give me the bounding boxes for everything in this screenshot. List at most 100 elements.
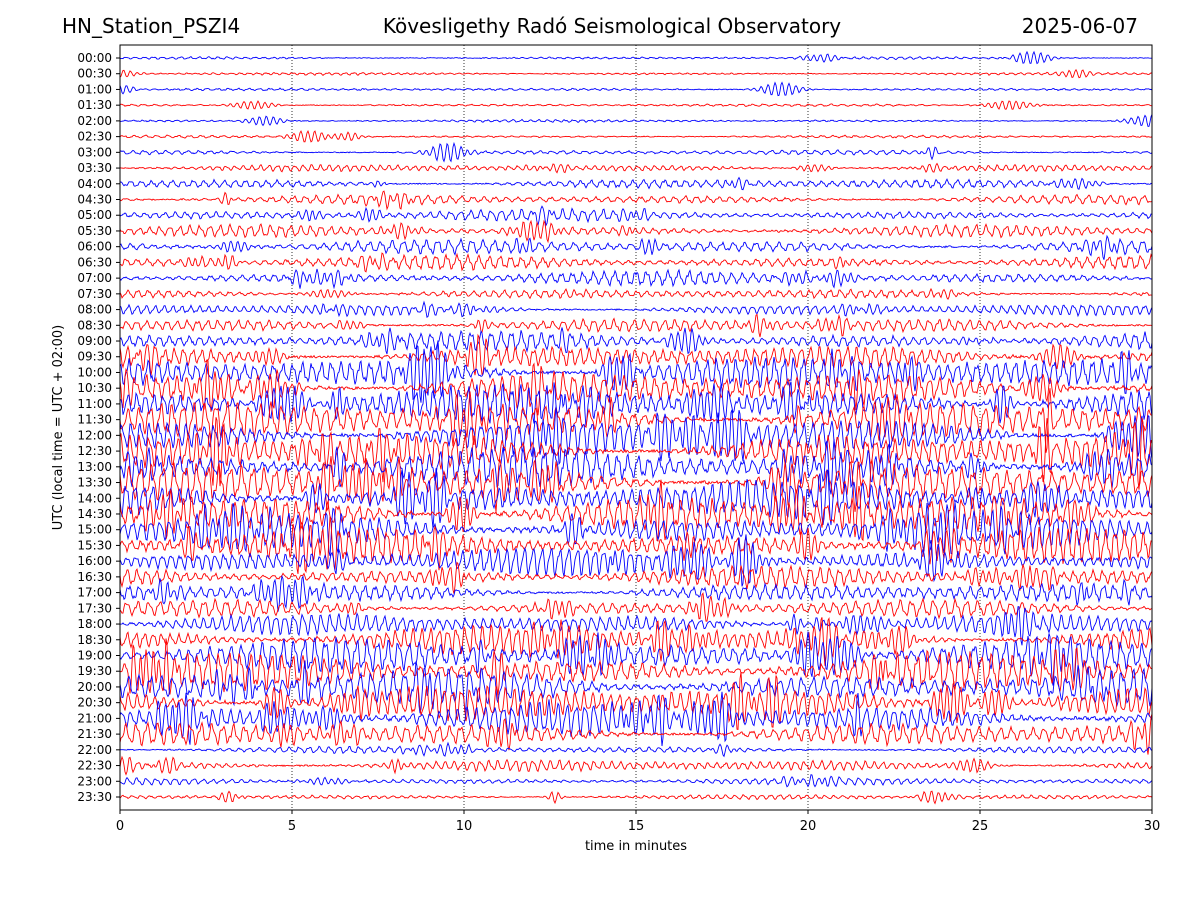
y-tick-label: 11:30 bbox=[77, 413, 112, 427]
trace-0730 bbox=[119, 287, 1153, 301]
trace-1430 bbox=[119, 479, 1153, 542]
trace-1500 bbox=[119, 502, 1153, 557]
y-tick-label: 20:00 bbox=[77, 680, 112, 694]
y-tick-label: 07:30 bbox=[77, 287, 112, 301]
trace-2330 bbox=[119, 790, 1153, 805]
y-tick-label: 22:00 bbox=[77, 743, 112, 757]
trace-0800 bbox=[119, 300, 1153, 319]
trace-0830 bbox=[119, 313, 1153, 338]
trace-0430 bbox=[119, 190, 1153, 211]
trace-1200 bbox=[119, 406, 1153, 466]
y-tick-label: 12:00 bbox=[77, 428, 112, 442]
y-tick-label: 20:30 bbox=[77, 696, 112, 710]
y-tick-label: 13:00 bbox=[77, 460, 112, 474]
trace-2000 bbox=[119, 660, 1153, 714]
y-tick-label: 13:30 bbox=[77, 476, 112, 490]
trace-1800 bbox=[119, 606, 1153, 646]
x-tick-label: 5 bbox=[288, 819, 296, 834]
y-tick-label: 09:00 bbox=[77, 334, 112, 348]
y-axis-label: UTC (local time = UTC + 02:00) bbox=[51, 325, 66, 530]
date-title: 2025-06-07 bbox=[1021, 14, 1138, 38]
trace-1300 bbox=[119, 438, 1153, 495]
trace-2100 bbox=[119, 691, 1153, 747]
trace-1030 bbox=[119, 359, 1153, 416]
x-tick-label: 10 bbox=[456, 819, 473, 834]
y-tick-label: 09:30 bbox=[77, 350, 112, 364]
y-tick-label: 10:30 bbox=[77, 381, 112, 395]
y-tick-label: 15:00 bbox=[77, 523, 112, 537]
trace-1730 bbox=[119, 592, 1153, 622]
y-tick-label: 22:30 bbox=[77, 759, 112, 773]
y-tick-label: 05:30 bbox=[77, 224, 112, 238]
trace-0500 bbox=[119, 205, 1153, 227]
trace-1130 bbox=[119, 388, 1153, 453]
y-tick-label: 00:30 bbox=[77, 67, 112, 81]
y-tick-label: 12:30 bbox=[77, 444, 112, 458]
trace-1600 bbox=[119, 534, 1153, 587]
x-tick-label: 25 bbox=[972, 819, 989, 834]
trace-2130 bbox=[119, 713, 1153, 755]
y-tick-label: 10:00 bbox=[77, 365, 112, 379]
trace-1330 bbox=[119, 456, 1153, 512]
y-tick-label: 17:00 bbox=[77, 586, 112, 600]
x-tick-label: 20 bbox=[800, 819, 817, 834]
station-title: HN_Station_PSZI4 bbox=[62, 14, 241, 38]
y-tick-label: 02:00 bbox=[77, 114, 112, 128]
y-tick-label: 07:00 bbox=[77, 271, 112, 285]
trace-0000 bbox=[119, 50, 1152, 65]
trace-0530 bbox=[119, 219, 1153, 244]
y-tick-label: 01:30 bbox=[77, 98, 112, 112]
y-tick-label: 00:00 bbox=[77, 51, 112, 65]
trace-1530 bbox=[119, 516, 1153, 574]
y-tick-label: 11:00 bbox=[77, 397, 112, 411]
y-tick-label: 06:30 bbox=[77, 255, 112, 269]
x-axis-label: time in minutes bbox=[585, 839, 687, 854]
trace-2230 bbox=[119, 755, 1153, 776]
trace-1100 bbox=[119, 381, 1153, 428]
y-tick-label: 04:30 bbox=[77, 193, 112, 207]
trace-0030 bbox=[119, 68, 1153, 79]
y-tick-label: 14:30 bbox=[77, 507, 112, 521]
trace-0300 bbox=[119, 141, 1153, 163]
trace-0600 bbox=[119, 234, 1153, 260]
trace-1230 bbox=[119, 417, 1153, 490]
y-tick-label: 08:30 bbox=[77, 318, 112, 332]
trace-0700 bbox=[119, 268, 1153, 290]
trace-0130 bbox=[119, 100, 1153, 110]
y-tick-label: 03:30 bbox=[77, 161, 112, 175]
y-tick-label: 16:00 bbox=[77, 554, 112, 568]
x-tick-label: 30 bbox=[1144, 819, 1161, 834]
y-tick-label: 18:30 bbox=[77, 633, 112, 647]
y-tick-label: 08:00 bbox=[77, 303, 112, 317]
y-tick-label: 17:30 bbox=[77, 601, 112, 615]
trace-0330 bbox=[119, 162, 1153, 174]
x-tick-label: 0 bbox=[116, 819, 124, 834]
y-tick-label: 21:30 bbox=[77, 727, 112, 741]
y-tick-label: 15:30 bbox=[77, 538, 112, 552]
trace-0930 bbox=[119, 333, 1153, 376]
trace-1400 bbox=[119, 468, 1153, 529]
trace-1630 bbox=[119, 561, 1153, 594]
trace-1900 bbox=[119, 631, 1153, 686]
y-tick-label: 23:00 bbox=[77, 774, 112, 788]
trace-0900 bbox=[119, 327, 1153, 355]
y-tick-label: 14:00 bbox=[77, 491, 112, 505]
trace-2200 bbox=[119, 741, 1153, 758]
trace-0100 bbox=[119, 81, 1153, 97]
y-tick-label: 23:30 bbox=[77, 790, 112, 804]
y-tick-label: 16:30 bbox=[77, 570, 112, 584]
trace-0630 bbox=[119, 252, 1153, 273]
trace-1830 bbox=[119, 616, 1153, 666]
trace-1000 bbox=[119, 340, 1153, 403]
y-tick-label: 18:00 bbox=[77, 617, 112, 631]
y-tick-label: 21:00 bbox=[77, 711, 112, 725]
y-tick-label: 02:30 bbox=[77, 130, 112, 144]
y-tick-label: 06:00 bbox=[77, 240, 112, 254]
trace-2300 bbox=[119, 774, 1153, 788]
y-tick-label: 03:00 bbox=[77, 145, 112, 159]
y-tick-label: 04:00 bbox=[77, 177, 112, 191]
trace-0400 bbox=[119, 176, 1153, 191]
observatory-title: Kövesligethy Radó Seismological Observat… bbox=[382, 14, 842, 38]
trace-0230 bbox=[119, 129, 1153, 143]
